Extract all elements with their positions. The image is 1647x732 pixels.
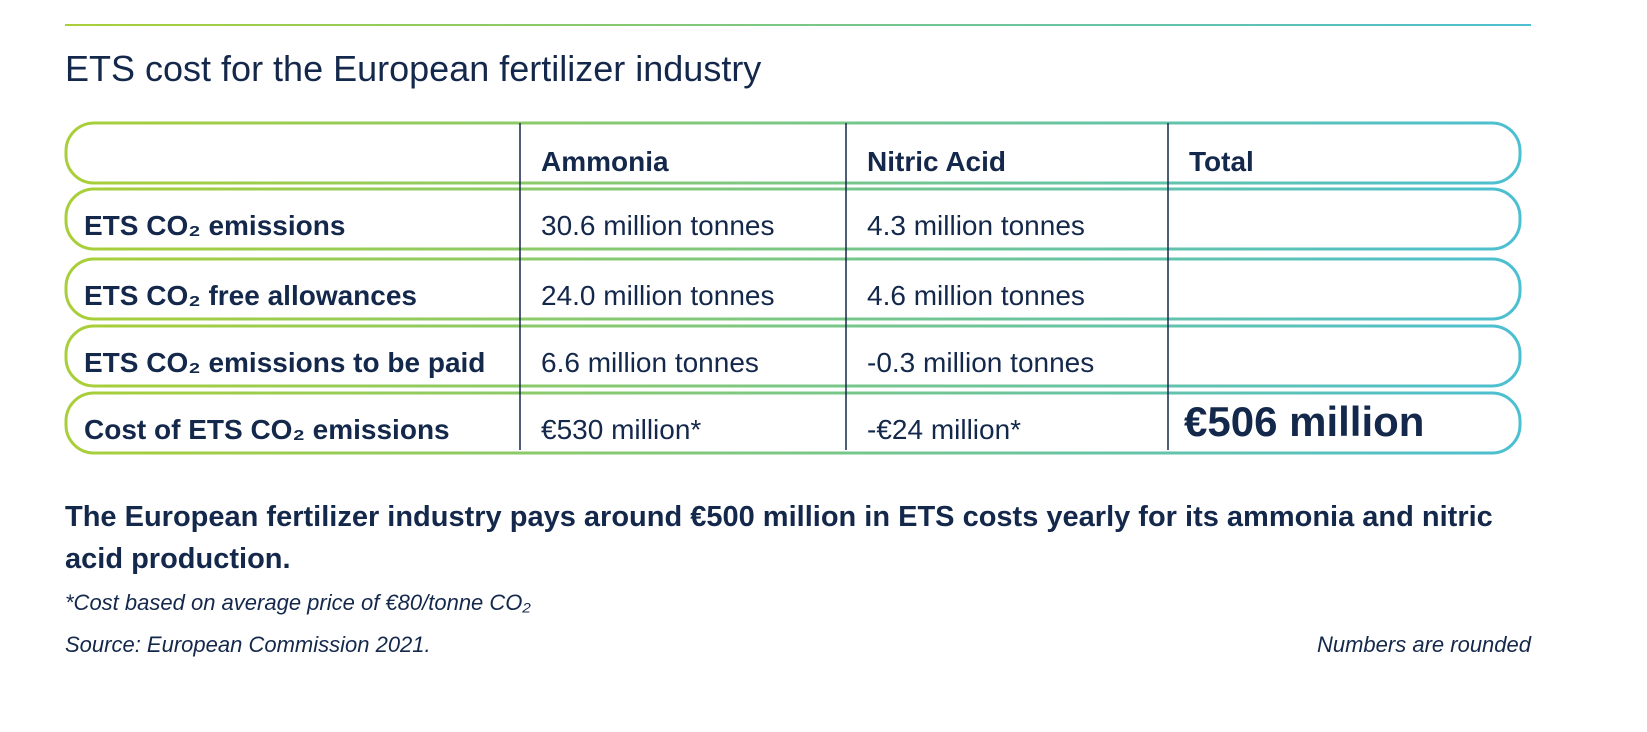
- column-header: Total: [1189, 146, 1254, 177]
- row-label: ETS CO₂ emissions to be paid: [84, 347, 486, 378]
- table-cell: 24.0 million tonnes: [541, 280, 775, 311]
- column-header: Nitric Acid: [867, 146, 1006, 177]
- row-outline: [64, 257, 1522, 321]
- total-value: €506 million: [1184, 398, 1425, 445]
- source: Source: European Commission 2021.: [65, 632, 431, 657]
- row-label: Cost of ETS CO₂ emissions: [84, 414, 450, 445]
- table-cell: 6.6 million tonnes: [541, 347, 759, 378]
- row-outline: [64, 324, 1522, 388]
- row-label: ETS CO₂ free allowances: [84, 280, 418, 311]
- summary: The European fertilizer industry pays ar…: [65, 501, 1493, 575]
- table-cell: 30.6 million tonnes: [541, 210, 775, 241]
- table-cell: -0.3 million tonnes: [867, 347, 1095, 378]
- column-header: Ammonia: [541, 146, 669, 177]
- footnote: *Cost based on average price of €80/tonn…: [65, 590, 531, 615]
- top-rule: [65, 24, 1531, 26]
- table-cell: €530 million*: [541, 414, 702, 445]
- row-outline: [64, 121, 1522, 185]
- note: Numbers are rounded: [1316, 632, 1531, 657]
- row-outline: [64, 187, 1522, 251]
- table-cell: -€24 million*: [867, 414, 1022, 445]
- row-outline: [64, 391, 1522, 455]
- title: ETS cost for the European fertilizer ind…: [65, 48, 762, 89]
- table-cell: 4.6 million tonnes: [867, 280, 1085, 311]
- row-label: ETS CO₂ emissions: [84, 210, 346, 241]
- table-cell: 4.3 million tonnes: [867, 210, 1085, 241]
